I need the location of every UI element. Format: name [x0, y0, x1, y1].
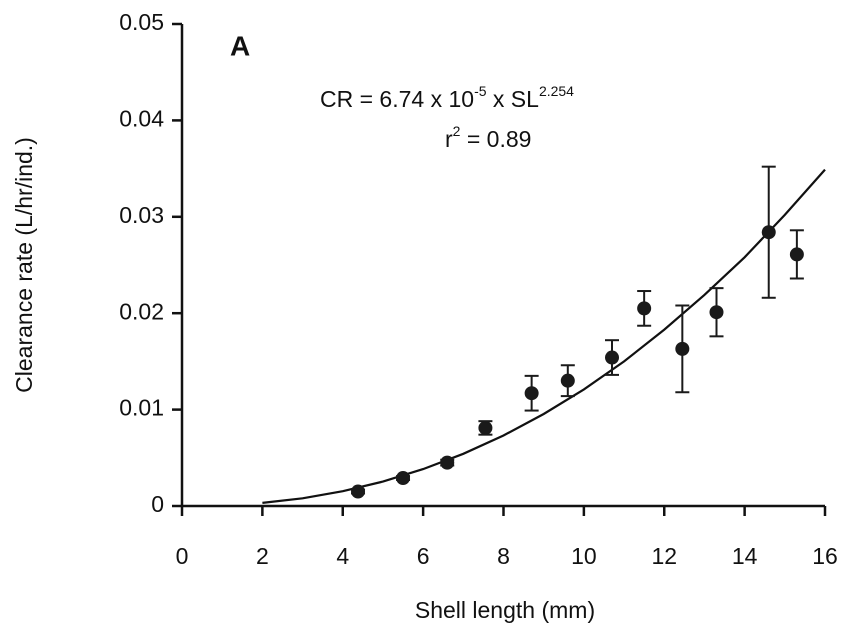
y-tick-label: 0.03 — [119, 202, 164, 228]
y-tick-label: 0.02 — [119, 298, 164, 324]
data-point — [761, 225, 776, 240]
y-tick-label: 0.04 — [119, 105, 164, 131]
x-tick-label: 14 — [732, 543, 758, 569]
y-tick-label: 0 — [151, 491, 164, 517]
r2-rest: = 0.89 — [460, 126, 531, 152]
r2-base: r — [445, 126, 453, 152]
r-squared: r2 = 0.89 — [445, 123, 531, 152]
x-tick-label: 8 — [497, 543, 510, 569]
data-point — [560, 373, 575, 388]
data-point — [351, 484, 366, 499]
panel-label: A — [230, 30, 250, 61]
data-point — [637, 301, 652, 316]
x-tick-label: 2 — [256, 543, 269, 569]
equation: CR = 6.74 x 10-5 x SL2.254 — [320, 83, 574, 112]
data-point — [524, 386, 539, 401]
y-tick-label: 0.05 — [119, 9, 164, 35]
x-tick-label: 4 — [336, 543, 349, 569]
x-axis-title: Shell length (mm) — [415, 597, 595, 623]
data-point — [789, 247, 804, 262]
data-point — [709, 305, 724, 320]
fit-curve — [262, 168, 826, 504]
x-tick-label: 16 — [812, 543, 838, 569]
data-point — [675, 341, 690, 356]
data-point — [440, 455, 455, 470]
data-point — [478, 420, 493, 435]
data-point — [396, 471, 411, 486]
x-tick-label: 0 — [176, 543, 189, 569]
x-tick-label: 10 — [571, 543, 597, 569]
r2-exponent: 2 — [453, 123, 461, 139]
equation-lhs: CR = 6.74 x 10 — [320, 86, 474, 112]
y-tick-label: 0.01 — [119, 395, 164, 421]
y-axis-title: Clearance rate (L/hr/ind.) — [11, 137, 37, 393]
equation-exponent: 2.254 — [539, 83, 574, 99]
data-point — [605, 350, 620, 365]
equation-mid: x SL — [487, 86, 540, 112]
x-tick-label: 12 — [651, 543, 677, 569]
x-tick-label: 6 — [417, 543, 430, 569]
equation-exponent: -5 — [474, 83, 487, 99]
